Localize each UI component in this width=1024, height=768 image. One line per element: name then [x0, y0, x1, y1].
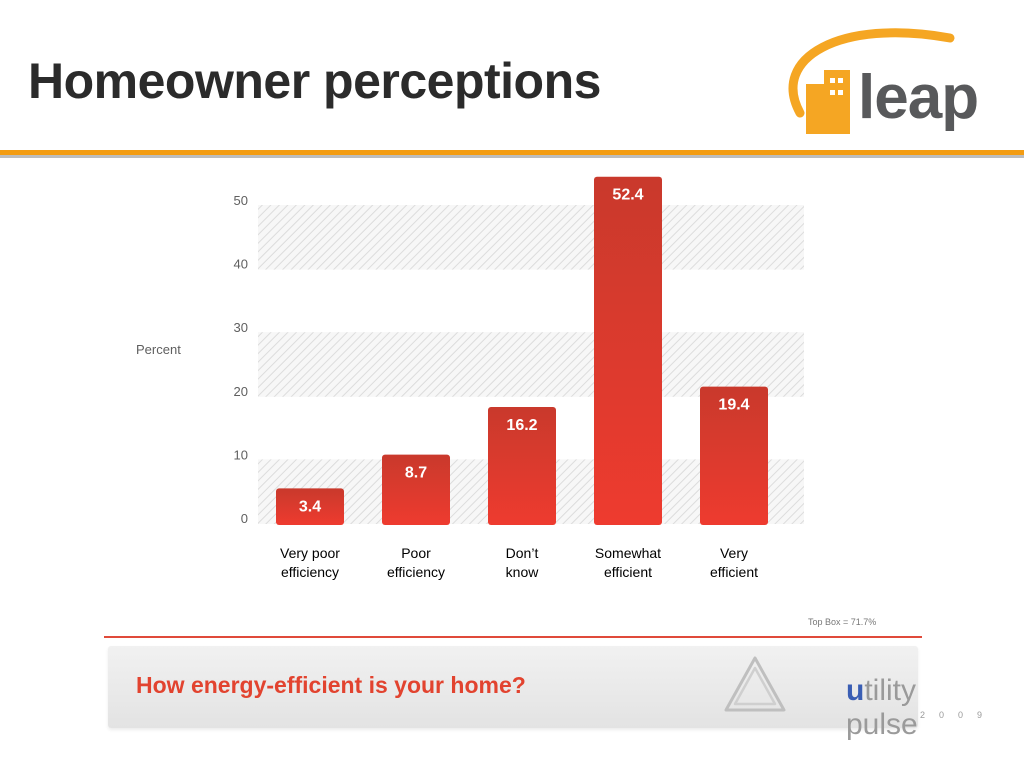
bar-value-label: 16.2 — [506, 417, 537, 434]
y-tick-label: 20 — [234, 384, 248, 399]
y-axis-label: Percent — [136, 342, 181, 357]
x-category-label: Poor efficiency — [366, 544, 466, 582]
brand-name: utility pulse — [846, 674, 918, 742]
header-rule-gray — [0, 155, 1024, 158]
x-category-label-line: Don’t — [505, 545, 539, 561]
grid-band — [258, 332, 804, 397]
x-category-label-line: Very poor — [280, 545, 340, 561]
bar-value-label: 8.7 — [405, 465, 427, 482]
bar — [700, 386, 768, 525]
bar — [594, 176, 662, 525]
utility-pulse-logo: utility pulse 2009 — [720, 652, 982, 741]
x-category-label-line: efficient — [604, 564, 652, 580]
slide-title: Homeowner perceptions — [28, 53, 601, 109]
y-tick-label: 0 — [241, 511, 248, 526]
x-category-label-line: Very — [719, 545, 748, 561]
y-tick-label: 40 — [234, 257, 248, 272]
x-category-label-line: efficiency — [280, 564, 340, 580]
y-tick-label: 30 — [234, 320, 248, 335]
x-category-label: Very efficient — [684, 544, 784, 582]
brand-year: 2009 — [920, 710, 997, 720]
y-tick-label: 50 — [234, 193, 248, 208]
bar-value-label: 19.4 — [718, 397, 749, 414]
utility-pulse-icon — [724, 656, 786, 712]
bar — [382, 454, 450, 525]
brand-rest: tility pulse — [846, 674, 918, 741]
bar-value-label: 3.4 — [299, 498, 321, 515]
bar — [276, 488, 344, 525]
x-category-label: Somewhat efficient — [578, 544, 678, 582]
logo-text: leap — [858, 63, 979, 132]
leap-logo — [788, 28, 955, 134]
x-category-label-line: efficiency — [386, 564, 446, 580]
grid-band — [258, 205, 804, 270]
x-category-label-line: Poor — [401, 545, 431, 561]
x-category-label-line: know — [505, 564, 539, 580]
red-divider — [104, 636, 922, 638]
bar-value-label: 52.4 — [612, 187, 643, 204]
header-rule-orange — [0, 150, 1024, 155]
y-tick-label: 10 — [234, 447, 248, 462]
question-panel: How energy-efficient is your home? utili… — [108, 646, 982, 741]
x-category-label: Very poor efficiency — [260, 544, 360, 582]
top-box-annotation: Top Box = 71.7% — [808, 617, 877, 627]
x-category-label-line: Somewhat — [594, 545, 662, 561]
x-category-label-line: efficient — [710, 564, 758, 580]
x-category-label: Don’t know — [472, 544, 572, 582]
survey-question: How energy-efficient is your home? — [136, 672, 526, 698]
bar — [488, 406, 556, 525]
brand-u: u — [846, 674, 865, 707]
